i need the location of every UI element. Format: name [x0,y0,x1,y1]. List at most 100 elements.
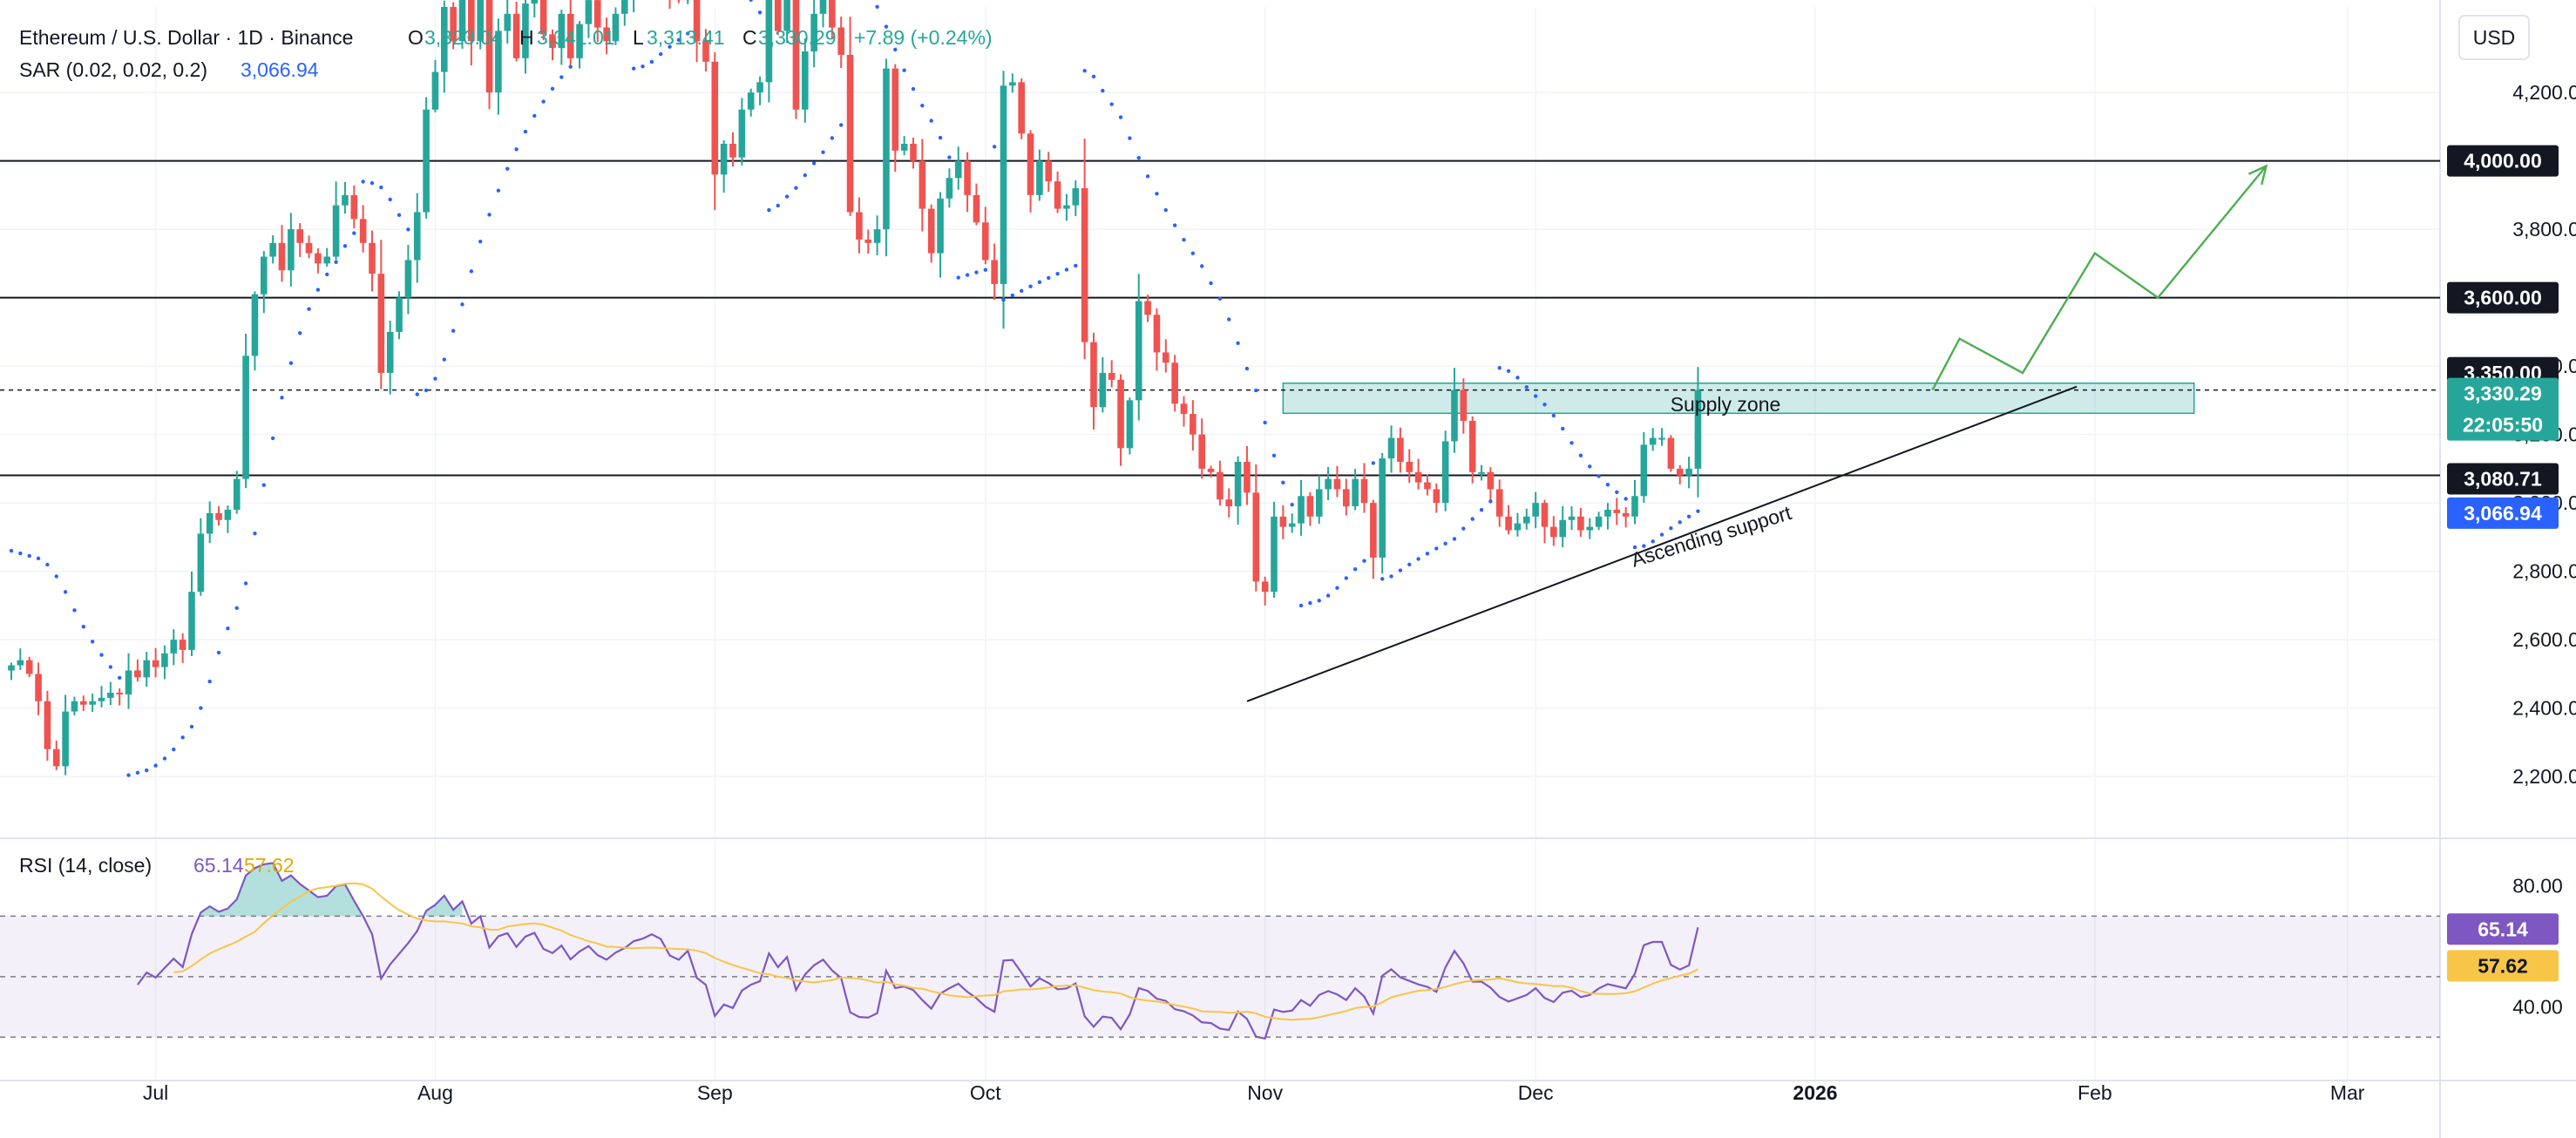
candle [539,0,547,35]
sar-dot [1308,600,1312,606]
sar-dot [1506,369,1511,374]
rsi-tick-label: 40.00 [2512,996,2563,1019]
candle [495,30,502,93]
candle [431,71,439,110]
candle [558,13,566,49]
sar-dot [45,562,50,567]
candle [729,144,736,158]
sar-dot [234,606,239,611]
candle [846,54,854,213]
candle [197,533,205,593]
candle [1505,516,1512,531]
candle [377,274,385,373]
candle [224,509,232,520]
candle [1315,489,1323,517]
candle [1658,437,1665,440]
currency-selector[interactable]: USD [2458,15,2530,60]
sar-dot [803,173,807,178]
price-tick-label: 4,200.00 [2512,81,2576,104]
sar-dot [767,207,771,213]
candle [305,242,313,254]
candle [278,242,286,271]
candle [1676,468,1684,476]
candle [342,194,349,206]
candle [900,144,908,151]
time-tick-label: Aug [417,1081,453,1104]
candle [1568,516,1576,520]
sar-dot [1542,403,1547,407]
sar-dot [686,31,690,36]
candle [441,7,448,72]
sar-dot [27,553,31,559]
close-label: C [742,26,757,49]
sar-dot [325,272,329,277]
open-value: 3,323.04 [424,26,503,49]
sar-dot [298,331,302,335]
candle [1271,516,1278,593]
sar-dot [90,640,95,644]
sar-dot [63,590,68,594]
candle [8,665,15,671]
candle [450,7,457,42]
time-tick-label: Dec [1518,1081,1554,1104]
candle [1090,342,1097,408]
candle [1370,503,1377,558]
candle [1000,85,1007,284]
sar-dot [189,724,194,729]
sar-dot [487,213,491,217]
candle [1018,82,1025,134]
sar-dot [839,123,844,127]
candle [1207,468,1215,472]
sar-dot [352,231,356,235]
drawings-layer [1246,164,2268,702]
candle [404,260,412,298]
legend: Ethereum / U.S. Dollar · 1D · Binance O … [19,26,993,877]
sar-dot [821,150,825,154]
currency-label: USD [2473,26,2516,49]
candle [1478,471,1485,474]
candle [1225,499,1233,507]
sar-dot [99,653,104,657]
candle [35,674,42,701]
candle [1514,523,1522,531]
sar-dot [1488,499,1493,504]
candle [332,205,340,257]
sar-dot [1605,483,1610,487]
candle [982,222,989,261]
rsi-label[interactable]: RSI (14, close) [19,854,152,877]
sar-dot [153,763,158,768]
low-value: 3,313.41 [647,26,725,49]
candle [531,0,539,4]
sar-dot [676,37,681,43]
sar-dot [1163,207,1169,213]
candle [89,701,96,705]
candle [62,711,69,767]
price-tick-label: 2,400.00 [2512,697,2576,720]
sar-dot [811,161,817,166]
sar-dot [1010,293,1015,298]
candle [856,212,863,240]
sar-dot [1425,552,1430,556]
candle [1171,362,1178,404]
candle [188,592,195,650]
sar-dot [207,679,212,684]
candle [1261,581,1269,593]
sar-dot [983,268,988,272]
sar-dot [776,203,780,208]
sar-dot [108,665,113,669]
sar-label[interactable]: SAR (0.02, 0.02, 0.2) [19,58,207,81]
candle [52,749,60,767]
sar-dot [1497,365,1502,370]
candle [711,61,719,175]
candle [1009,82,1016,86]
candle [1694,389,1702,469]
level-4000-tag-bg [2447,145,2559,177]
sar-value-tag: 3,066.94 [2464,502,2542,525]
candle [1126,400,1134,449]
sar-dot [1352,566,1358,572]
sar-dot [1091,74,1096,79]
candle [1541,503,1549,527]
sar-dot [54,574,58,579]
sar-dot [920,104,925,108]
